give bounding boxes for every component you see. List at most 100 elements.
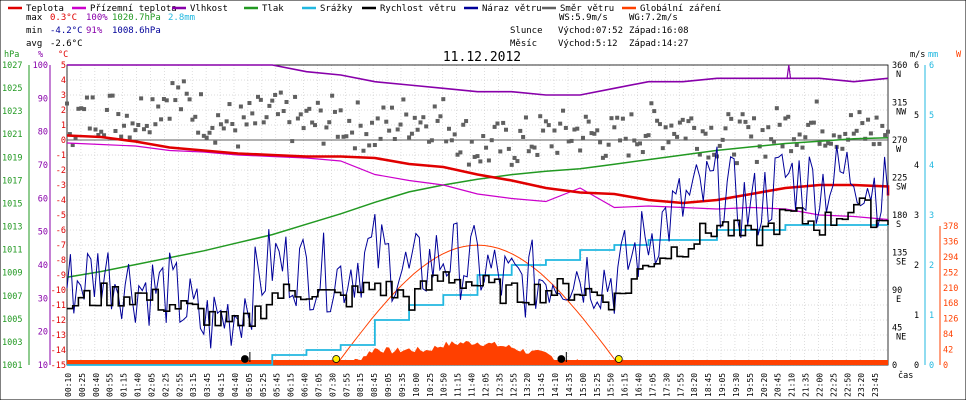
wind-direction-point bbox=[780, 144, 785, 149]
wind-direction-point bbox=[877, 141, 882, 146]
x-tick-label: 17:30 bbox=[662, 373, 671, 397]
stat-value: -2.6°C bbox=[50, 39, 83, 49]
axis-temp-tick: -6 bbox=[56, 226, 66, 236]
axis-temp-tick: 3 bbox=[61, 91, 66, 101]
axis-ms-tick: 2 bbox=[914, 261, 919, 271]
x-tick-label: 01:40 bbox=[134, 373, 143, 397]
axis-w-tick: 336 bbox=[943, 237, 958, 247]
wind-direction-point bbox=[298, 112, 303, 117]
x-tick-label: 22:50 bbox=[843, 373, 852, 397]
wind-direction-point bbox=[446, 126, 451, 131]
legend-label: Směr větru bbox=[560, 4, 614, 14]
wind-direction-point bbox=[794, 143, 799, 148]
wind-direction-point bbox=[455, 152, 460, 157]
wind-direction-point bbox=[831, 133, 836, 138]
wind-direction-point bbox=[418, 120, 423, 125]
radiation-baseline bbox=[67, 360, 888, 365]
wind-direction-point bbox=[552, 128, 557, 133]
wind-direction-point bbox=[546, 123, 551, 128]
wind-direction-point bbox=[110, 93, 115, 98]
wind-direction-point bbox=[800, 145, 805, 150]
x-tick-label: 00:55 bbox=[106, 373, 115, 397]
wind-direction-point bbox=[760, 128, 765, 133]
axis-ms-unit: m/s bbox=[910, 50, 925, 60]
axis-temp-tick: -14 bbox=[51, 346, 66, 356]
wind-direction-point bbox=[883, 133, 888, 138]
chart-title: 11.12.2012 bbox=[443, 50, 521, 65]
x-tick-label: 09:05 bbox=[384, 373, 393, 397]
wind-direction-point bbox=[415, 127, 420, 132]
x-tick-label: 07:55 bbox=[342, 373, 351, 397]
x-tick-label: 06:15 bbox=[287, 373, 296, 397]
legend-label: Přízemní teplota bbox=[90, 4, 177, 14]
wind-direction-point bbox=[763, 154, 768, 159]
wind-direction-point bbox=[213, 140, 218, 145]
wind-direction-point bbox=[421, 115, 426, 120]
x-tick-label: 08:45 bbox=[370, 373, 379, 397]
wind-direction-point bbox=[144, 123, 149, 128]
wind-direction-point bbox=[233, 128, 238, 133]
axis-w-tick: 210 bbox=[943, 284, 958, 294]
wind-direction-point bbox=[523, 115, 528, 120]
x-tick-label: 23:20 bbox=[857, 373, 866, 397]
x-tick-label: 14:10 bbox=[551, 373, 560, 397]
wind-direction-point bbox=[652, 109, 657, 114]
wind-direction-point bbox=[392, 136, 397, 141]
wind-direction-point bbox=[504, 127, 509, 132]
wind-direction-point bbox=[218, 122, 223, 127]
wind-direction-point bbox=[637, 141, 642, 146]
x-tick-label: 19:30 bbox=[732, 373, 741, 397]
x-tick-label: 17:05 bbox=[648, 373, 657, 397]
wind-direction-point bbox=[854, 128, 859, 133]
wind-direction-point bbox=[726, 112, 731, 117]
wind-direction-point bbox=[278, 90, 283, 95]
wind-direction-point bbox=[116, 112, 121, 117]
axis-ms-tick: 3 bbox=[914, 211, 919, 221]
wind-direction-point bbox=[341, 134, 346, 139]
wind-direction-point bbox=[743, 119, 748, 124]
wind-direction-point bbox=[506, 146, 511, 151]
axis-pct-tick: 60 bbox=[38, 194, 48, 204]
x-tick-label: 11:40 bbox=[468, 373, 477, 397]
wind-direction-point bbox=[150, 97, 155, 102]
wind-direction-point bbox=[87, 126, 92, 131]
axis-dir-tick: 135 bbox=[892, 249, 907, 259]
wind-direction-point bbox=[224, 119, 229, 124]
wind-direction-point bbox=[484, 145, 489, 150]
x-tick-label: 13:45 bbox=[537, 373, 546, 397]
wind-direction-point bbox=[672, 131, 677, 136]
axis-pct-tick: 90 bbox=[38, 94, 48, 104]
wind-direction-point bbox=[737, 119, 742, 124]
x-tick-label: 11:15 bbox=[454, 373, 463, 397]
wind-direction-point bbox=[221, 126, 226, 131]
wind-direction-point bbox=[578, 148, 583, 153]
wind-direction-point bbox=[589, 131, 594, 136]
wind-direction-point bbox=[669, 123, 674, 128]
wind-direction-point bbox=[606, 142, 611, 147]
wind-direction-point bbox=[295, 116, 300, 121]
axis-temp-tick: 4 bbox=[61, 76, 66, 86]
wind-direction-point bbox=[332, 109, 337, 114]
axis-pct-tick: 80 bbox=[38, 128, 48, 138]
wind-direction-point bbox=[706, 155, 711, 160]
wind-direction-point bbox=[350, 130, 355, 135]
humidity-line bbox=[67, 64, 889, 96]
axis-hpa-tick: 1009 bbox=[2, 269, 22, 279]
x-axis: 00:10 00:25 00:40 00:55 01:15 01:40 02:05 02:25… bbox=[64, 370, 913, 397]
axis-hpa-tick: 1013 bbox=[2, 223, 22, 233]
axis-w-tick: 294 bbox=[943, 253, 958, 263]
axis-hpa-tick: 1017 bbox=[2, 176, 22, 186]
wind-direction-point bbox=[703, 131, 708, 136]
axis-pct-tick: 100 bbox=[33, 61, 48, 71]
x-tick-label: 05:45 bbox=[273, 373, 282, 397]
axis-temp-tick: -15 bbox=[51, 361, 66, 371]
wind-direction-point bbox=[244, 122, 249, 127]
wind-direction-point bbox=[281, 109, 286, 114]
wind-direction-point bbox=[689, 116, 694, 121]
wind-direction-point bbox=[204, 135, 209, 140]
wind-direction-point bbox=[99, 129, 104, 134]
axis-temp-tick: -2 bbox=[56, 166, 66, 176]
wind-direction-point bbox=[136, 122, 141, 127]
wind-direction-point bbox=[461, 122, 466, 127]
x-tick-label: 01:15 bbox=[120, 373, 129, 397]
